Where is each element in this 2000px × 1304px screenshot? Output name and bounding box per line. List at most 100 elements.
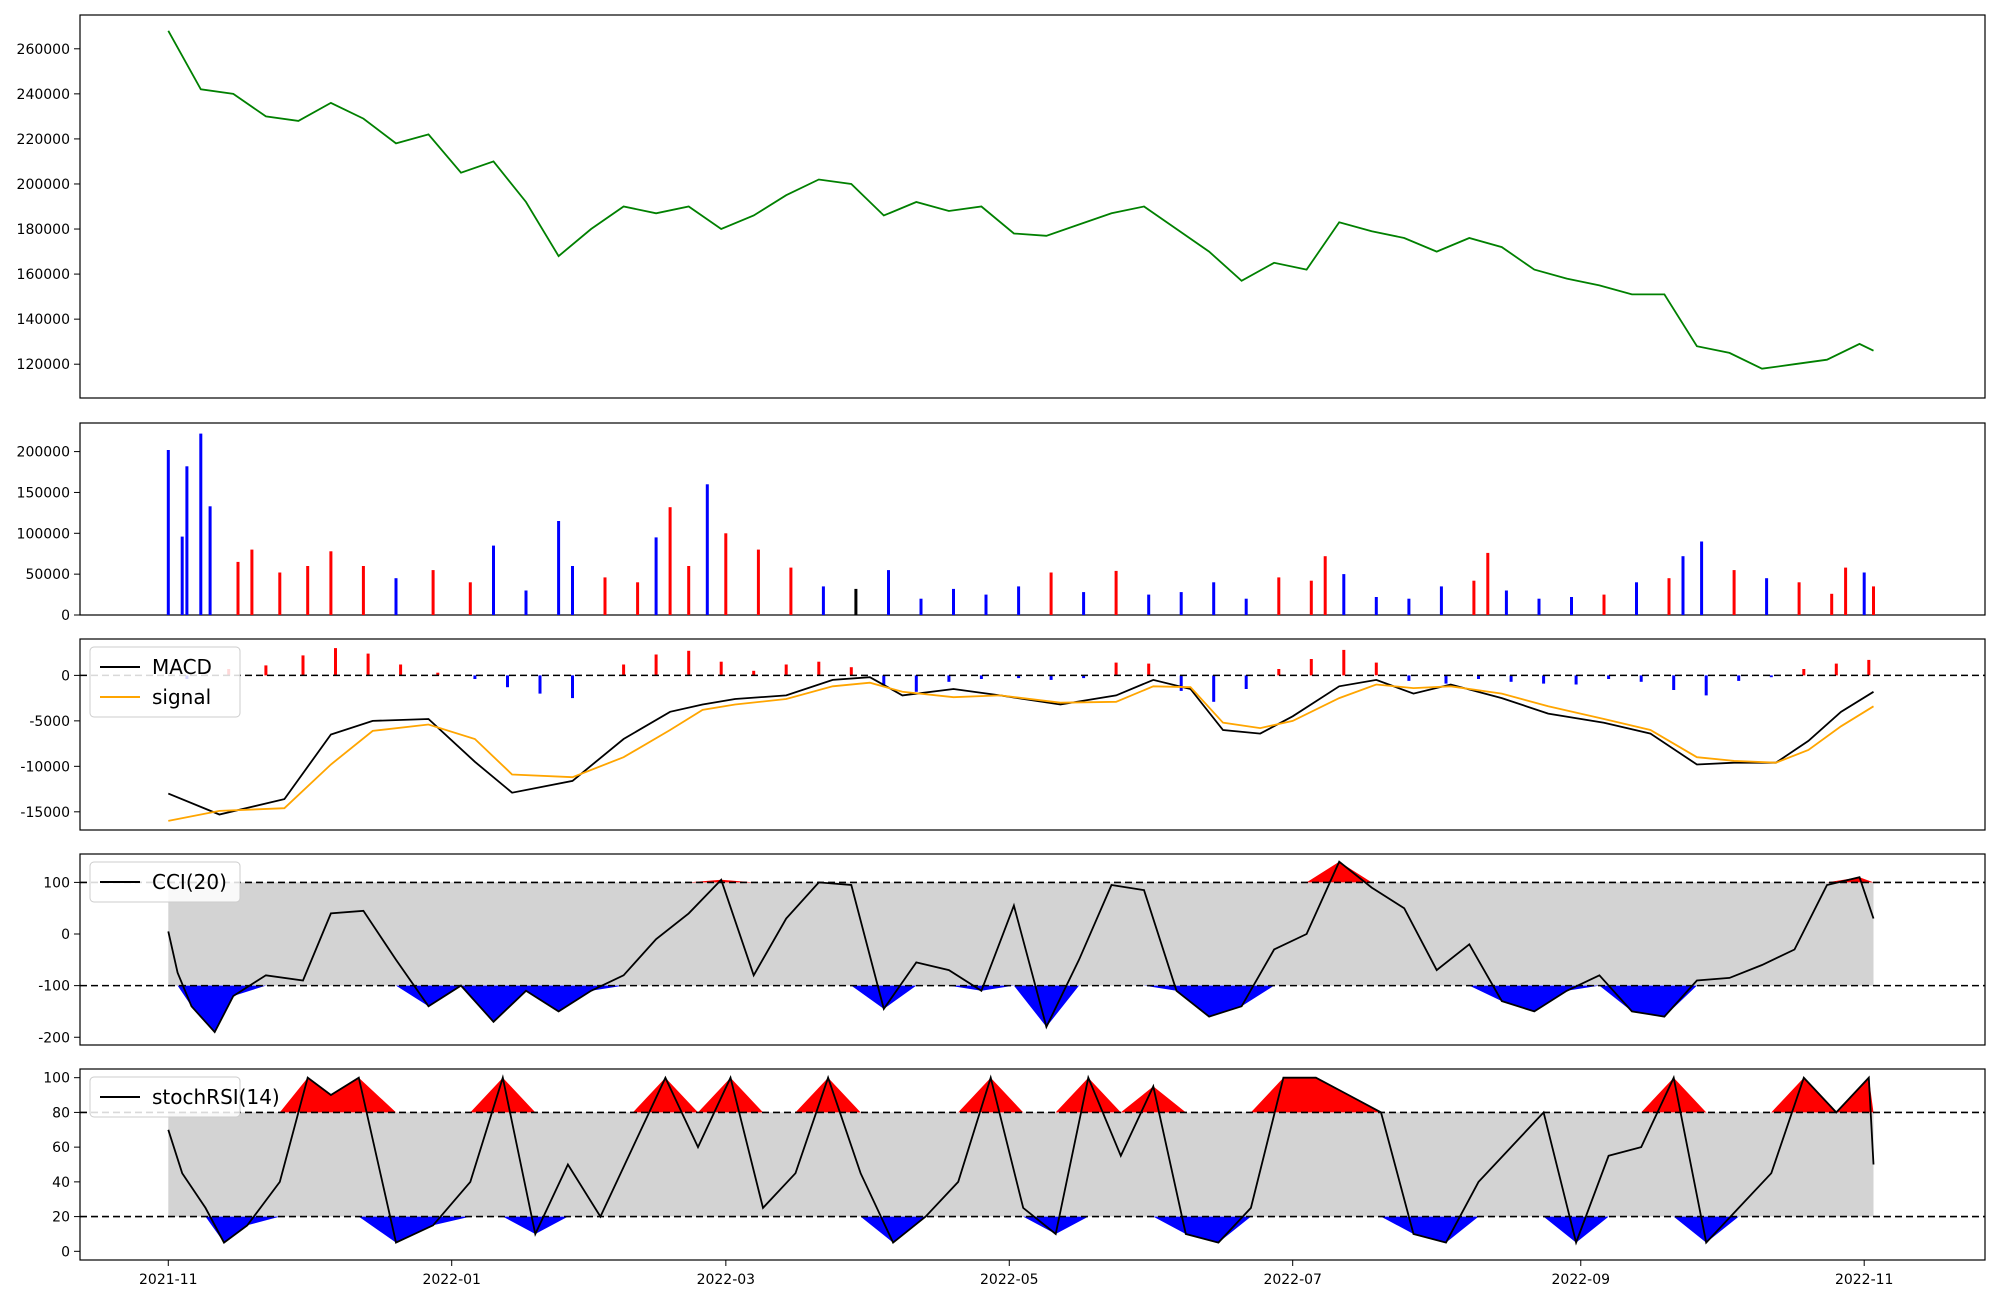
volume-bar [1179,592,1183,615]
volume-bar [306,566,310,615]
macd-histogram-bar [1342,649,1346,676]
macd-histogram-bar [1277,669,1281,676]
macd-histogram-bar [1737,675,1741,681]
macd-histogram-bar [719,661,723,676]
xtick-label: 2022-07 [1263,1272,1322,1288]
macd-histogram-bar [914,675,918,692]
macd-histogram-bar [1407,675,1411,681]
cci-overbought-fill [168,861,1874,883]
volume-bar [1797,582,1801,615]
macd-histogram-bar [334,648,337,676]
price-ytick-label: 120000 [17,357,70,373]
volume-bar [208,506,212,615]
macd-ytick-label: -5000 [29,714,70,730]
macd-histogram-bar [654,654,658,676]
macd-histogram-bar [506,675,509,688]
xtick-label: 2022-11 [1835,1272,1894,1288]
price-ytick-label: 160000 [17,267,70,283]
stochrsi-ytick-label: 40 [52,1175,70,1191]
volume-bar [1486,552,1490,615]
volume-bar [1635,582,1638,615]
volume-bar [394,578,398,615]
macd-histogram-bar [1769,675,1773,678]
price-line [167,30,1874,370]
price-panel-frame [79,14,1986,399]
macd-histogram-bar [1477,675,1480,679]
volume-bar [1244,598,1248,615]
volume-bar [1082,592,1086,615]
macd-histogram-bar [1802,669,1806,676]
volume-bar [1407,598,1411,615]
macd-histogram-bar [1509,675,1513,682]
macd-histogram-bar [1704,675,1708,696]
volume-bar [571,566,574,615]
macd-ytick-label: -10000 [20,759,70,775]
macd-histogram-bar [752,670,756,676]
macd-legend-box [89,646,241,718]
cci-ytick-label: 0 [61,927,70,943]
price-ytick-label: 240000 [17,87,70,103]
macd-histogram-bar [1834,663,1838,676]
volume-bar [250,549,254,615]
macd-histogram-bar [1444,675,1448,684]
macd-histogram-bar [571,675,574,699]
volume-ytick-label: 50000 [25,567,70,583]
volume-bar [1844,567,1848,615]
volume-bar [199,433,203,615]
macd-histogram-bar [1867,659,1871,676]
volume-ytick-label: 0 [61,608,70,624]
price-ytick-label: 260000 [17,42,70,58]
volume-bar [1374,597,1378,615]
stochrsi-legend: stochRSI(14) [89,1076,280,1118]
macd-line [167,676,1874,816]
xtick-label: 2022-09 [1552,1272,1611,1288]
volume-bar [1212,582,1216,615]
macd-histogram-bar [399,664,403,676]
macd-histogram-bar [687,650,691,676]
volume-bar [821,586,825,615]
volume-bar [185,466,189,615]
macd-histogram-bar [538,675,542,694]
volume-bar [952,588,955,615]
stochrsi-legend-label: stochRSI(14) [152,1085,280,1109]
price-ytick-label: 140000 [17,312,70,328]
macd-histogram-bar [1374,662,1378,676]
macd-histogram-bar [473,675,477,679]
volume-bar [668,507,672,615]
volume-bar [524,590,528,615]
cci-panel-frame [79,853,1986,1046]
macd-histogram-bar [1244,675,1248,689]
macd-ytick-label: -15000 [20,805,70,821]
cci-line [167,860,1875,1034]
stochrsi-ytick-label: 80 [52,1105,70,1121]
cci-oversold-fill [168,985,1874,1033]
price-ytick-label: 200000 [17,177,70,193]
volume-bar [724,533,728,615]
volume-ytick-label: 200000 [17,445,70,461]
macd-histogram-bar [947,675,951,682]
volume-bar [1667,578,1671,615]
macd-histogram-bar [1639,675,1643,682]
volume-bar [180,536,184,615]
volume-bar [1602,594,1606,615]
macd-histogram-bar [366,653,370,676]
macd-histogram-bar [1672,675,1676,690]
volume-bar [431,570,435,615]
macd-histogram-bar [882,675,886,687]
volume-bar [468,582,472,615]
signal-line [168,681,1874,822]
cci-ytick-label: -100 [38,979,70,995]
volume-bar [1472,580,1476,615]
stochrsi-ytick-label: 60 [52,1140,70,1156]
volume-bar [1277,577,1281,615]
volume-bar [887,570,890,615]
cci-ytick-label: 100 [43,875,70,891]
volume-ytick-label: 150000 [17,485,70,501]
cci-legend-box [89,861,241,903]
volume-bar [687,566,691,615]
volume-bar [1342,574,1346,615]
volume-ytick-label: 100000 [17,526,70,542]
xtick-label: 2021-11 [139,1272,198,1288]
macd-legend: MACD signal [89,646,241,718]
